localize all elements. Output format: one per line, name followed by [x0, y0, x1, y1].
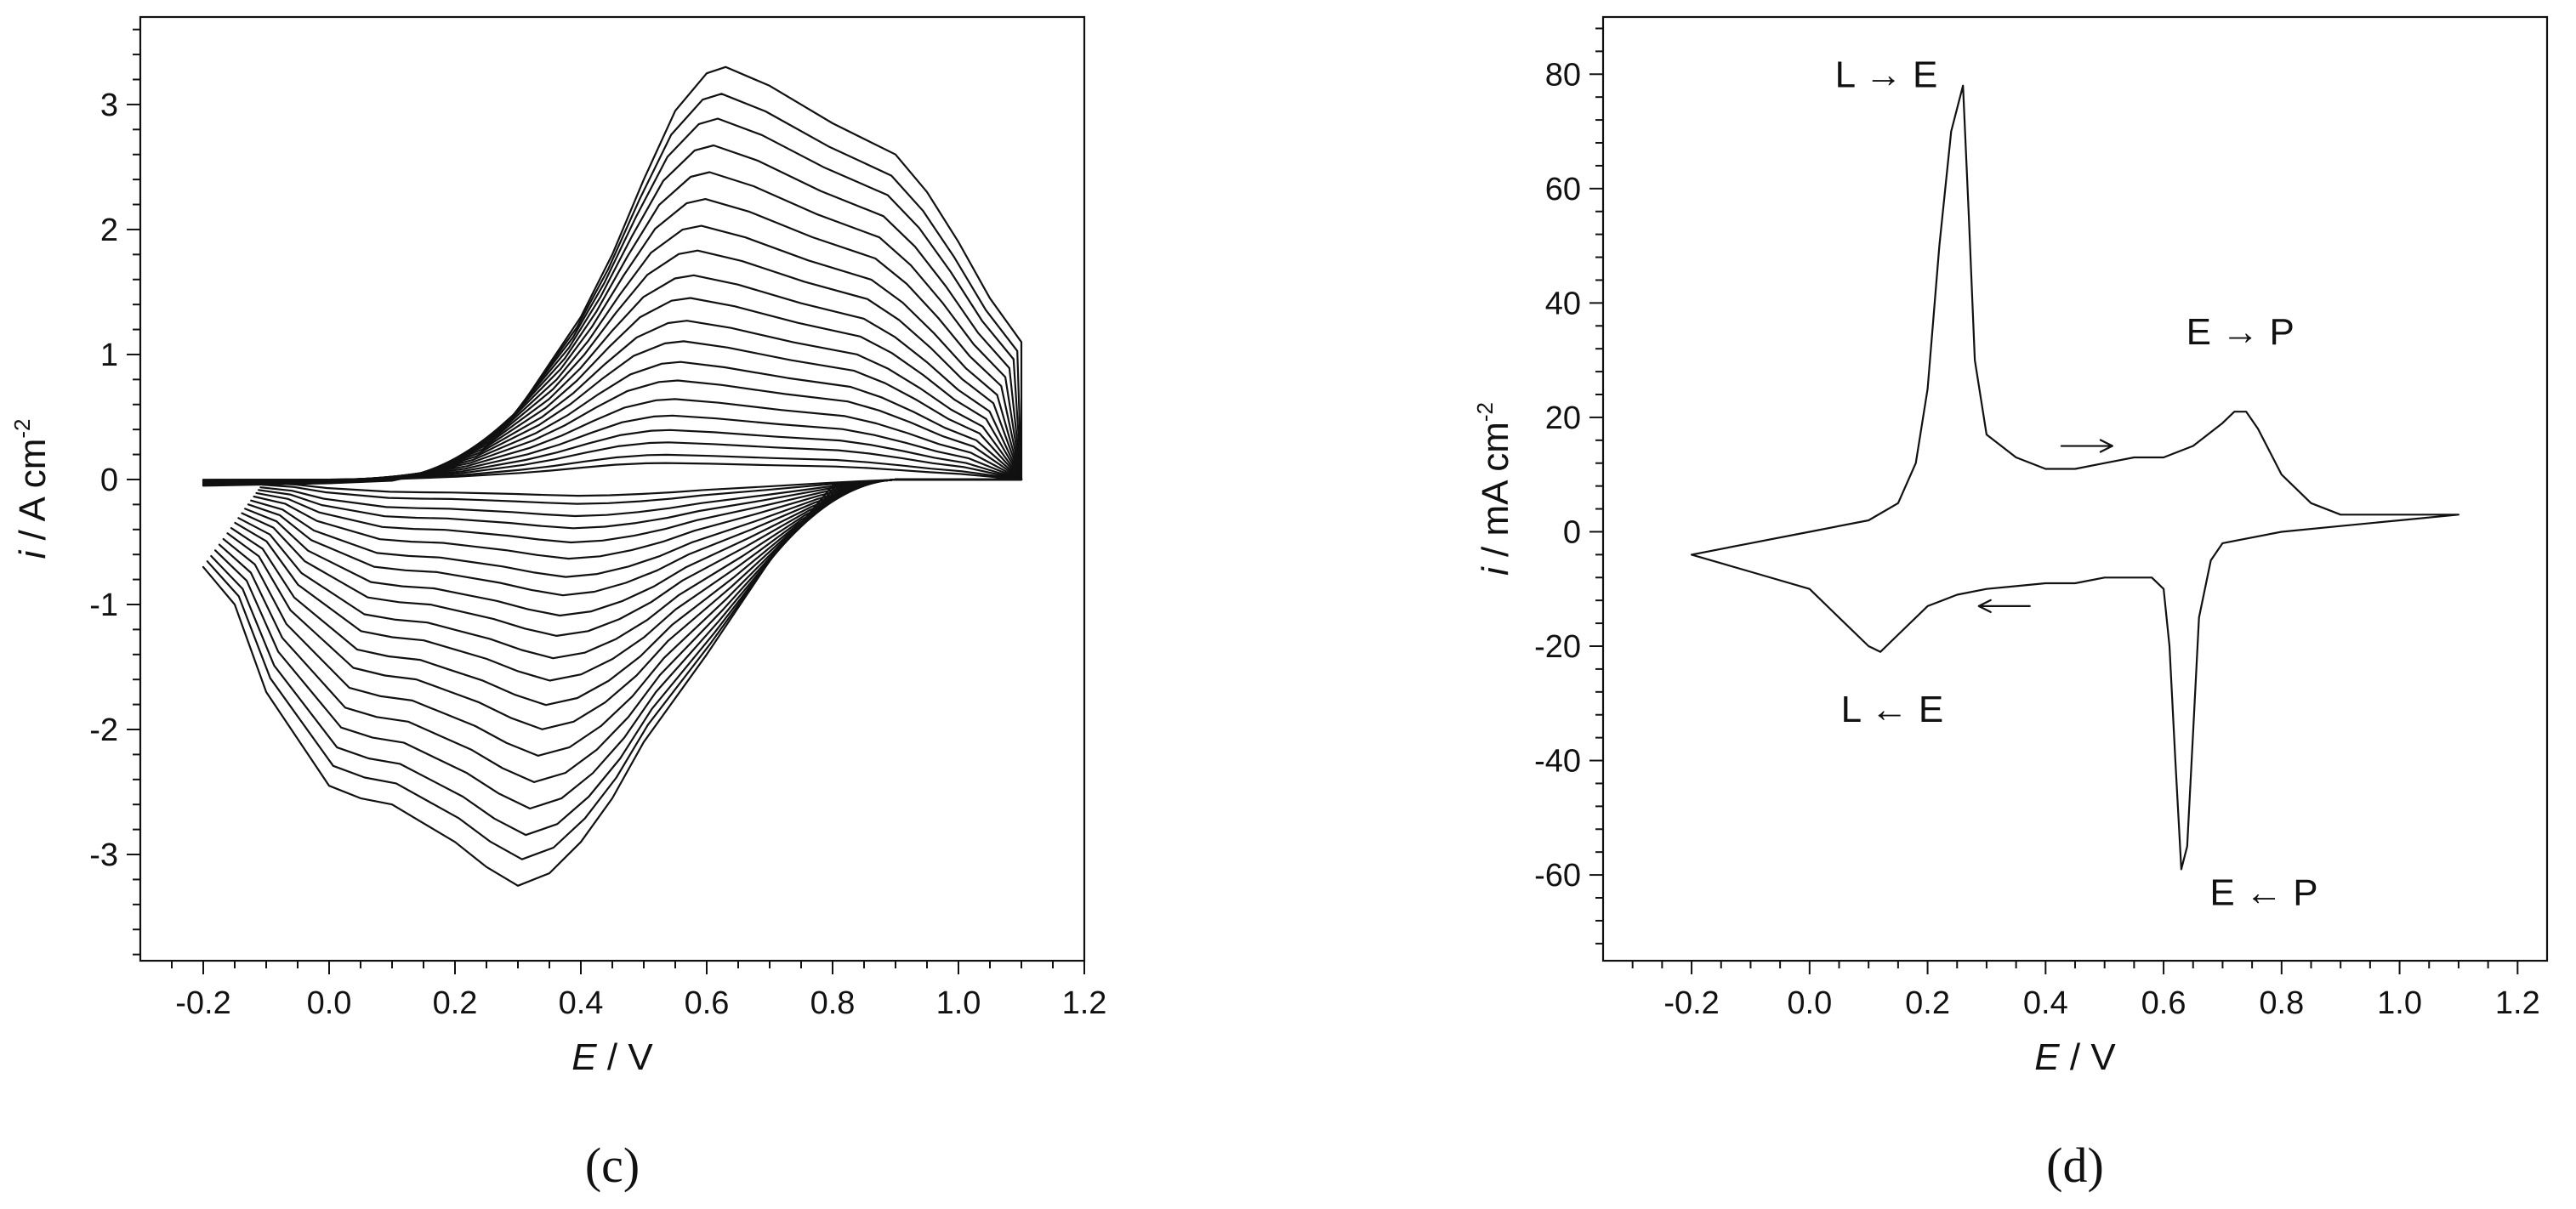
y-tick-label: 2 [100, 213, 118, 248]
panel-c-x-axis-title: E / V [571, 1036, 653, 1078]
panel-c-chart: -0.2 0.0 0.2 0.4 0.6 0.8 1.0 1.2 -3 -2 -1 0 1 2 3 E /… [9, 15, 1107, 1193]
y-tick-label: -3 [89, 837, 118, 873]
y-tick-label: 0 [1563, 514, 1581, 550]
x-tick-label: 0.6 [685, 985, 730, 1021]
y-tick-label: -20 [1534, 629, 1581, 665]
x-tick-label: 0.0 [307, 985, 352, 1021]
peak-annotation: E ← P [2209, 871, 2317, 913]
y-tick-label: -2 [89, 712, 118, 748]
y-tick-label: -1 [89, 587, 118, 623]
y-tick-label: 3 [100, 88, 118, 123]
x-tick-label: 0.4 [2023, 985, 2068, 1021]
panel-c-voltammogram-8 [202, 249, 1023, 707]
panel-d-voltammogram [1691, 84, 2459, 871]
panel-c-voltammogram-7 [202, 224, 1023, 730]
panel-c-voltammogram-3 [202, 117, 1023, 837]
y-tick-label: 40 [1545, 286, 1581, 321]
panel-c-voltammogram-2 [202, 93, 1023, 860]
y-tick-label: 20 [1545, 400, 1581, 436]
panel-c-y-axis: -3 -2 -1 0 1 2 3 [89, 28, 140, 956]
panel-d-label: (d) [2046, 1138, 2104, 1193]
peak-annotation: L ← E [1841, 689, 1944, 730]
panel-c-voltammogram-4 [202, 144, 1023, 810]
x-tick-label: 0.4 [559, 985, 604, 1021]
x-tick-label: -0.2 [175, 985, 230, 1021]
x-tick-label: 0.6 [2141, 985, 2186, 1021]
x-tick-label: 0.8 [810, 985, 856, 1021]
panel-d-curves [1691, 84, 2459, 871]
panel-d-chart: -0.2 0.0 0.2 0.4 0.6 0.8 1.0 1.2 -60 -40 -20 0 20 40… [1472, 15, 2549, 1193]
x-tick-label: 0.2 [433, 985, 478, 1021]
x-tick-label: 1.0 [936, 985, 981, 1021]
x-tick-label: 1.2 [2495, 985, 2540, 1021]
x-tick-label: 0.2 [1905, 985, 1950, 1021]
y-tick-label: 60 [1545, 172, 1581, 207]
x-tick-label: 0.8 [2259, 985, 2304, 1021]
panel-d-x-axis: -0.2 0.0 0.2 0.4 0.6 0.8 1.0 1.2 [1631, 961, 2540, 1021]
panel-c-voltammogram-1 [202, 65, 1023, 887]
scan-direction-arrow [2060, 439, 2113, 453]
y-tick-label: 80 [1545, 57, 1581, 93]
peak-annotation: L → E [1835, 54, 1938, 95]
y-tick-label: 0 [100, 463, 118, 498]
panel-d-y-axis: -60 -40 -20 0 20 40 60 80 [1534, 27, 1603, 945]
panel-c-voltammogram-5 [202, 171, 1023, 783]
panel-d-y-axis-title: i / mA cm-2 [1472, 402, 1516, 576]
panel-d-scan-arrows [1977, 439, 2113, 614]
y-tick-label: -60 [1534, 858, 1581, 894]
y-tick-label: -40 [1534, 744, 1581, 780]
panel-c-curves [202, 65, 1023, 887]
panel-d-x-axis-title: E / V [2034, 1036, 2116, 1078]
y-tick-label: 1 [100, 338, 118, 373]
x-tick-label: -0.2 [1663, 985, 1719, 1021]
x-tick-label: 1.0 [2377, 985, 2422, 1021]
panel-c-y-axis-title: i / A cm-2 [9, 419, 54, 559]
panel-c-voltammogram-9 [202, 274, 1023, 682]
panel-c-x-axis: -0.2 0.0 0.2 0.4 0.6 0.8 1.0 1.2 [171, 961, 1107, 1021]
x-tick-label: 1.2 [1062, 985, 1107, 1021]
panel-d-plot-frame [1601, 15, 2549, 962]
x-tick-label: 0.0 [1787, 985, 1832, 1021]
scan-direction-arrow [1977, 599, 2031, 614]
panel-d-annotations: L → E E → P L ← E E ← P [1835, 54, 2318, 913]
panel-c-label: (c) [585, 1138, 640, 1193]
peak-annotation: E → P [2186, 311, 2295, 353]
panel-c-voltammogram-20 [202, 462, 1023, 497]
